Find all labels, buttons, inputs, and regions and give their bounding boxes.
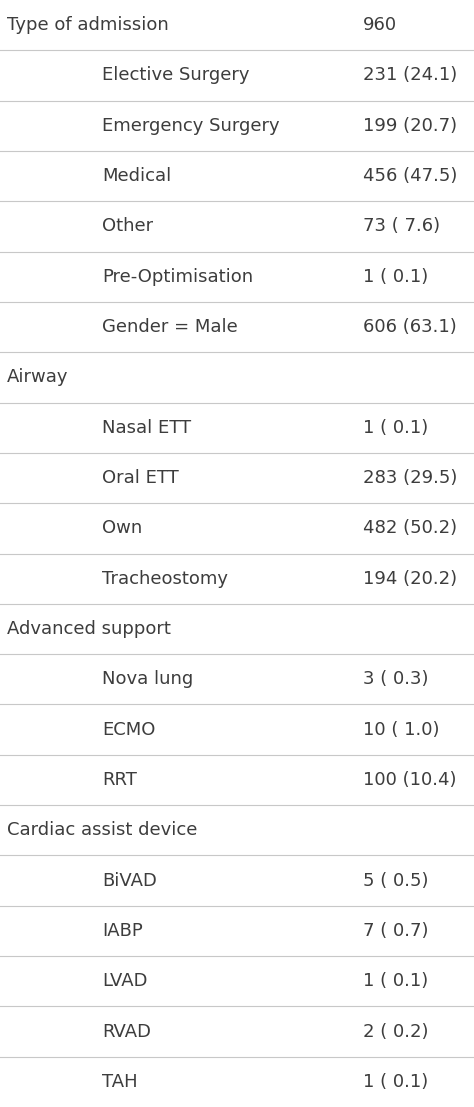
Text: Cardiac assist device: Cardiac assist device <box>7 821 198 839</box>
Text: Elective Surgery: Elective Surgery <box>102 66 249 84</box>
Text: 283 (29.5): 283 (29.5) <box>363 469 457 487</box>
Text: 1 ( 0.1): 1 ( 0.1) <box>363 1073 428 1090</box>
Text: 606 (63.1): 606 (63.1) <box>363 318 456 337</box>
Text: Airway: Airway <box>7 369 69 386</box>
Text: IABP: IABP <box>102 922 143 940</box>
Text: 456 (47.5): 456 (47.5) <box>363 167 457 185</box>
Text: 1 ( 0.1): 1 ( 0.1) <box>363 972 428 990</box>
Text: 10 ( 1.0): 10 ( 1.0) <box>363 721 439 738</box>
Text: 3 ( 0.3): 3 ( 0.3) <box>363 671 428 689</box>
Text: Nova lung: Nova lung <box>102 671 193 689</box>
Text: Other: Other <box>102 217 153 236</box>
Text: Pre-Optimisation: Pre-Optimisation <box>102 268 253 286</box>
Text: BiVAD: BiVAD <box>102 871 157 890</box>
Text: 482 (50.2): 482 (50.2) <box>363 519 457 537</box>
Text: RVAD: RVAD <box>102 1023 151 1041</box>
Text: 100 (10.4): 100 (10.4) <box>363 770 456 789</box>
Text: RRT: RRT <box>102 770 137 789</box>
Text: Gender = Male: Gender = Male <box>102 318 237 337</box>
Text: 194 (20.2): 194 (20.2) <box>363 570 457 588</box>
Text: 7 ( 0.7): 7 ( 0.7) <box>363 922 428 940</box>
Text: Nasal ETT: Nasal ETT <box>102 418 191 436</box>
Text: Emergency Surgery: Emergency Surgery <box>102 117 280 135</box>
Text: ECMO: ECMO <box>102 721 155 738</box>
Text: Tracheostomy: Tracheostomy <box>102 570 228 588</box>
Text: Advanced support: Advanced support <box>7 620 171 638</box>
Text: 73 ( 7.6): 73 ( 7.6) <box>363 217 440 236</box>
Text: LVAD: LVAD <box>102 972 147 990</box>
Text: Oral ETT: Oral ETT <box>102 469 179 487</box>
Text: Own: Own <box>102 519 142 537</box>
Text: 5 ( 0.5): 5 ( 0.5) <box>363 871 428 890</box>
Text: 231 (24.1): 231 (24.1) <box>363 66 457 84</box>
Text: Type of admission: Type of admission <box>7 17 169 34</box>
Text: 1 ( 0.1): 1 ( 0.1) <box>363 268 428 286</box>
Text: Medical: Medical <box>102 167 171 185</box>
Text: 960: 960 <box>363 17 397 34</box>
Text: 199 (20.7): 199 (20.7) <box>363 117 457 135</box>
Text: 1 ( 0.1): 1 ( 0.1) <box>363 418 428 436</box>
Text: TAH: TAH <box>102 1073 137 1090</box>
Text: 2 ( 0.2): 2 ( 0.2) <box>363 1023 428 1041</box>
